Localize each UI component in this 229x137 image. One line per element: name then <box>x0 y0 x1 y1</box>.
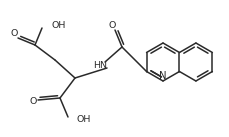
Text: OH: OH <box>77 115 91 123</box>
Text: O: O <box>10 29 18 38</box>
Text: HN: HN <box>93 61 106 69</box>
Text: OH: OH <box>52 22 66 31</box>
Text: N: N <box>158 71 166 81</box>
Text: O: O <box>108 21 115 29</box>
Text: O: O <box>29 96 37 105</box>
